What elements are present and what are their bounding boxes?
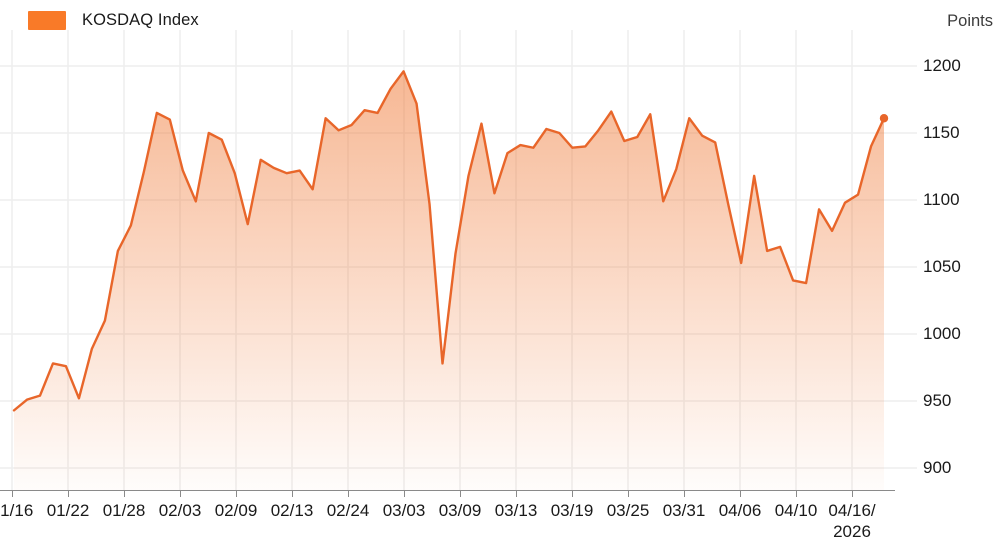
x-axis-tick	[460, 490, 461, 497]
y-axis-tick-label: 1100	[923, 190, 960, 209]
x-axis-tick-label: 03/13	[494, 501, 538, 520]
x-axis-tick	[12, 490, 13, 497]
legend-series-label: KOSDAQ Index	[82, 10, 199, 29]
x-axis-tick-label: 04/10	[774, 501, 818, 520]
x-axis-tick	[68, 490, 69, 497]
series-line	[12, 70, 886, 412]
x-axis-tick-label: 03/03	[382, 501, 426, 520]
y-axis-tick-dash	[895, 467, 917, 469]
plot-svg	[0, 30, 895, 491]
series-endpoint-marker	[879, 114, 889, 123]
x-axis-tick	[628, 490, 629, 497]
y-axis-tick-dash	[895, 333, 917, 335]
x-axis-tick-label: 02/24	[326, 501, 370, 520]
x-axis-labels: 01/16 01/22 01/28 02/03 02/09 02/13 02/24 03/03…	[0, 500, 1003, 550]
x-axis-tick	[180, 490, 181, 497]
y-axis-tick-label: 1000	[923, 324, 961, 343]
chart-legend[interactable]: KOSDAQ Index	[28, 8, 199, 32]
x-axis-tick	[124, 490, 125, 497]
y-axis-tick-dash	[895, 266, 917, 268]
x-axis-tick-label: 04/16/2026	[828, 501, 876, 541]
x-axis-tick	[348, 490, 349, 497]
x-axis-tick	[292, 490, 293, 497]
y-axis-tick-dash	[895, 132, 917, 134]
legend-color-swatch	[28, 10, 66, 30]
series-area-fill	[14, 71, 884, 491]
x-axis-tick-label: 04/06	[718, 501, 762, 520]
x-axis-tick-label: 02/13	[270, 501, 314, 520]
x-axis-tick	[852, 490, 853, 497]
y-axis-labels: 1200 1150 1100 1050 1000 950 900	[895, 30, 1003, 490]
x-axis-tick-label: 03/19	[550, 501, 594, 520]
x-axis-tick-label: 03/25	[606, 501, 650, 520]
x-axis-tick	[796, 490, 797, 497]
x-axis-year-label: 2026	[833, 522, 871, 541]
y-axis-tick-label: 1200	[923, 56, 961, 75]
y-axis-tick-label: 900	[923, 458, 952, 477]
x-axis-tick	[236, 490, 237, 497]
x-axis-tick	[516, 490, 517, 497]
y-axis-tick-dash	[895, 400, 917, 402]
y-axis-tick-label: 1050	[923, 257, 961, 276]
y-axis-tick-label: 1150	[923, 123, 960, 142]
y-axis-tick-dash	[895, 199, 917, 201]
x-axis-tick-label: 02/03	[158, 501, 202, 520]
x-axis-tick-label: 01/28	[102, 501, 146, 520]
x-axis-tick	[404, 490, 405, 497]
y-axis-tick-label: 950	[923, 391, 952, 410]
plot-area	[0, 30, 895, 491]
y-axis-unit-caption: Points	[947, 12, 993, 30]
x-axis-tick-label: 02/09	[214, 501, 258, 520]
x-axis-tick-label: 01/16	[0, 501, 34, 520]
x-axis-tick-label: 01/22	[46, 501, 90, 520]
x-axis-tick-label: 03/31	[662, 501, 706, 520]
x-axis-tick-label: 03/09	[438, 501, 482, 520]
x-axis-tick	[740, 490, 741, 497]
x-axis-line	[0, 490, 895, 491]
x-axis-ticks	[0, 490, 895, 497]
y-axis-tick-dash	[895, 65, 917, 67]
x-axis-tick	[684, 490, 685, 497]
x-axis-tick	[572, 490, 573, 497]
